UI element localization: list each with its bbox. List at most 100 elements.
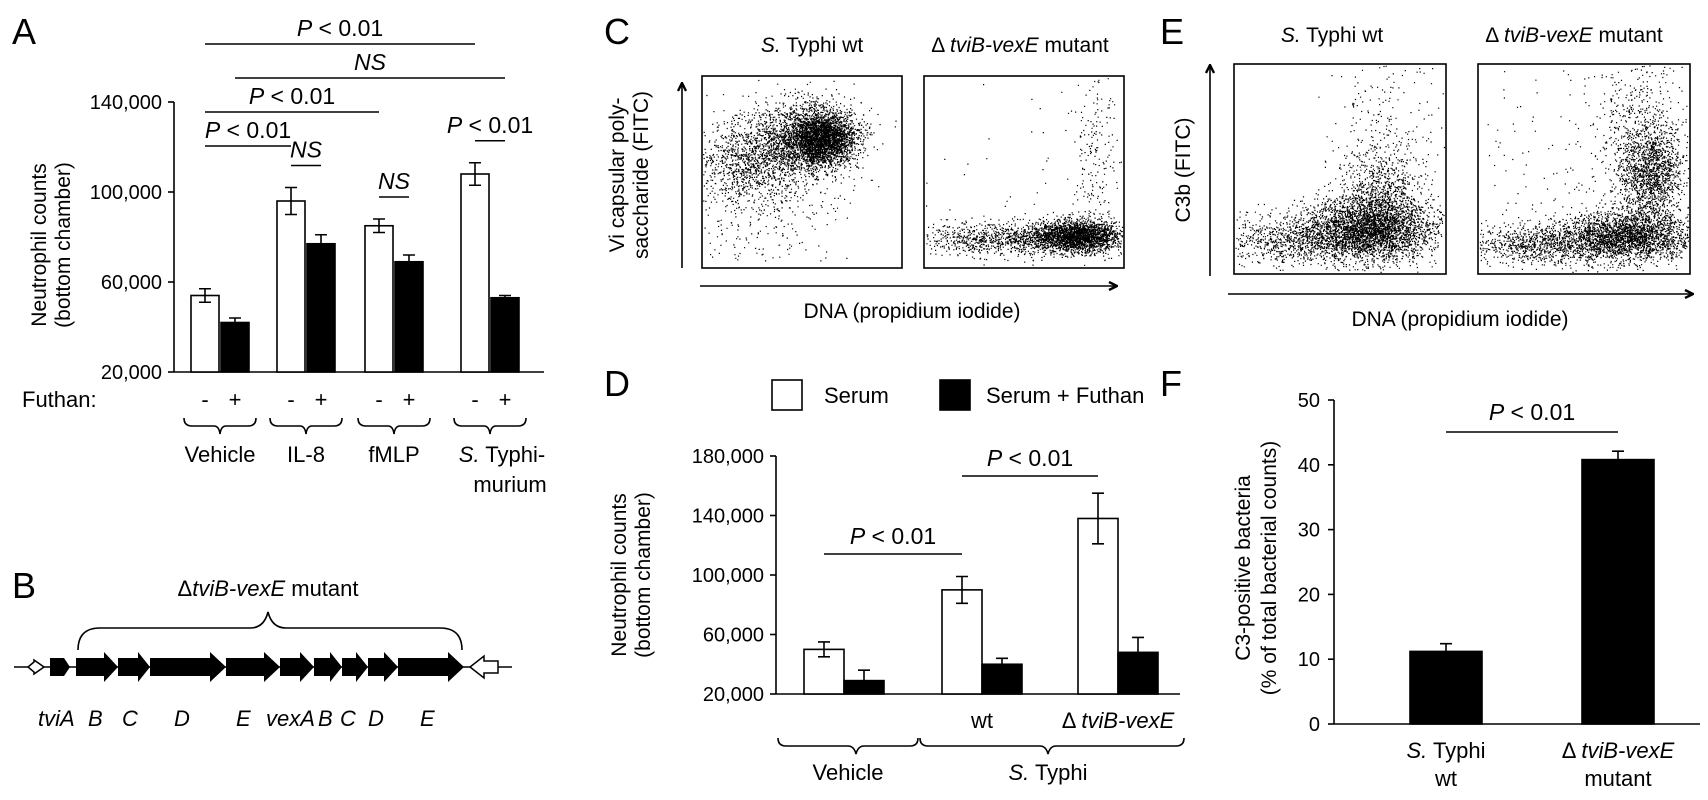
panel-a-treatment-signs: - + - + - + - +	[201, 387, 511, 412]
panel-c-xlabel: DNA (propidium iodide)	[803, 300, 1020, 323]
panel-f: F C3-positive bacteria (% of total bacte…	[1160, 363, 1700, 791]
panel-letter-f: F	[1160, 363, 1182, 404]
panel-d-bar-2-serum-futhan	[1117, 651, 1159, 695]
legend-serum-label: Serum	[824, 383, 889, 408]
panel-a-bars	[190, 161, 520, 373]
gene-arrow-tvic	[118, 652, 150, 682]
panel-a-sign-plus-3: +	[499, 387, 512, 412]
panel-d-brace-vehicle	[777, 737, 919, 755]
panel-a-errorbar-0-minus	[199, 287, 211, 304]
panel-c-plot1-title: S. Typhi wt	[761, 34, 863, 57]
gene-label-tvia: tviA	[38, 706, 75, 731]
gene-arrow-vexc	[342, 652, 368, 682]
panel-b-brace	[77, 611, 463, 651]
legend-serum-futhan-label: Serum + Futhan	[986, 383, 1144, 408]
panel-a-errorbar-2-plus	[403, 254, 415, 270]
panel-a-bar-styphimurium-minus	[460, 173, 490, 373]
gene-arrow-vexd	[368, 652, 398, 682]
panel-a-sign-plus-2: +	[403, 387, 416, 412]
panel-d-errorbar-2-1	[1132, 636, 1144, 669]
panel-a-category-label-0: Vehicle	[185, 442, 256, 467]
legend-serum-swatch	[771, 379, 803, 411]
panel-a-group-braces	[183, 417, 527, 435]
panel-a-errorbar-1-minus	[285, 186, 297, 216]
panel-a: A Neutrophil counts (bottom chamber) 20,…	[12, 11, 547, 497]
panel-f-ytick-label-0: 0	[1309, 714, 1320, 736]
panel-d-group-vehicle: Vehicle	[813, 760, 884, 785]
gene-arrow-vexa	[280, 652, 314, 682]
panel-a-y-axis-label: Neutrophil counts (bottom chamber)	[28, 162, 75, 328]
gene-label-vexb: B	[318, 706, 333, 731]
panel-f-ytick-label-3: 30	[1298, 520, 1320, 542]
panel-a-category-label-2: fMLP	[368, 442, 419, 467]
panel-a-category-label-1: IL-8	[287, 442, 325, 467]
panel-a-sig-label-6: P < 0.01	[447, 112, 533, 138]
panel-a-errorbar-0-plus	[229, 317, 241, 328]
panel-c-plot1-frame	[701, 75, 903, 269]
panel-f-ytick-label-5: 50	[1298, 390, 1320, 412]
panel-e-plot1-title: S. Typhi wt	[1281, 24, 1383, 47]
panel-a-sign-minus-2: -	[375, 387, 382, 412]
panel-d-errorbar-0-1	[858, 669, 870, 692]
panel-a-ylabel-line1: Neutrophil counts	[28, 163, 51, 326]
panel-f-bars	[1409, 450, 1655, 725]
panel-b-title: ΔtviB-vexE mutant	[178, 576, 359, 601]
panel-a-sig-label-1: P < 0.01	[249, 83, 335, 109]
panel-c-ylabel-line2: saccharide (FITC)	[630, 91, 653, 259]
panel-d-group-typhi: S. Typhi	[1008, 760, 1087, 785]
panel-a-bar-il8-plus	[306, 242, 336, 373]
panel-d-significance: P < 0.01 P < 0.01	[824, 445, 1098, 555]
panel-c-plot2-title: Δ tviB-vexE mutant	[931, 34, 1109, 57]
gene-label-vexa: vexA	[266, 706, 315, 731]
panel-e-plot2-points	[1479, 65, 1690, 274]
panel-f-ytick-label-1: 10	[1298, 649, 1320, 671]
panel-d-ytick-label-4: 180,000	[692, 446, 764, 468]
panel-f-cat1-line1: S. Typhi	[1406, 738, 1485, 763]
panel-a-errorbar-3-minus	[469, 161, 481, 187]
panel-d-ylabel-line1: Neutrophil counts	[608, 493, 631, 656]
panel-c-y-axis-label: Vi capsular poly- saccharide (FITC)	[606, 91, 653, 259]
legend-serum-futhan-swatch	[939, 379, 971, 411]
panel-f-y-ticks: 0 10 20 30 40 50	[1298, 390, 1334, 736]
panel-d-sig-label-1: P < 0.01	[987, 445, 1073, 471]
panel-f-sig-label-0: P < 0.01	[1489, 399, 1575, 425]
panel-e-plot2-title: Δ tviB-vexE mutant	[1485, 24, 1663, 47]
panel-d-bar-1-serum	[941, 589, 983, 695]
gene-arrow-left-small	[26, 658, 46, 676]
panel-a-ytick-label-1: 60,000	[101, 272, 162, 294]
panel-a-y-ticks: 20,000 60,000 100,000 140,000	[90, 92, 174, 384]
panel-a-errorbar-1-plus	[315, 233, 327, 254]
panel-f-ytick-label-4: 40	[1298, 455, 1320, 477]
panel-a-brace-1	[269, 417, 343, 435]
gene-label-b: B	[88, 706, 103, 731]
panel-letter-b: B	[12, 565, 36, 606]
panel-a-errorbar-3-plus	[499, 294, 511, 301]
gene-label-c: C	[122, 706, 138, 731]
panel-c-ylabel-line1: Vi capsular poly-	[606, 98, 629, 253]
panel-d-brace-typhi	[919, 737, 1185, 755]
panel-c-plot1-points	[703, 79, 897, 262]
panel-f-bar-0	[1409, 650, 1483, 725]
gene-label-vexe: E	[420, 706, 435, 731]
gene-arrow-tvie	[226, 652, 280, 682]
panel-letter-a: A	[12, 11, 36, 52]
panel-f-ytick-label-2: 20	[1298, 584, 1320, 606]
panel-a-sig-label-4: NS	[290, 137, 323, 163]
panel-letter-e: E	[1160, 11, 1184, 52]
panel-c: C S. Typhi wt Δ tviB-vexE mutant Vi caps…	[604, 11, 1125, 323]
panel-d-bars	[803, 492, 1159, 695]
panel-a-ylabel-line2: (bottom chamber)	[52, 162, 75, 328]
panel-a-sig-label-5: NS	[378, 168, 411, 194]
panel-d-errorbar-0-0	[818, 641, 830, 658]
panel-a-errorbar-2-minus	[373, 218, 385, 234]
panel-b-gene-labels: tviA B C D E vexA B C D E	[38, 706, 435, 731]
panel-a-ytick-label-3: 140,000	[90, 92, 162, 114]
panel-a-brace-0	[183, 417, 257, 435]
panel-a-brace-2	[357, 417, 431, 435]
panel-e-y-axis-label: C3b (FITC)	[1172, 118, 1195, 223]
panel-a-bar-styphimurium-plus	[490, 296, 520, 373]
panel-d-sig-label-0: P < 0.01	[850, 523, 936, 549]
panel-a-treatment-label: Futhan:	[22, 387, 97, 412]
